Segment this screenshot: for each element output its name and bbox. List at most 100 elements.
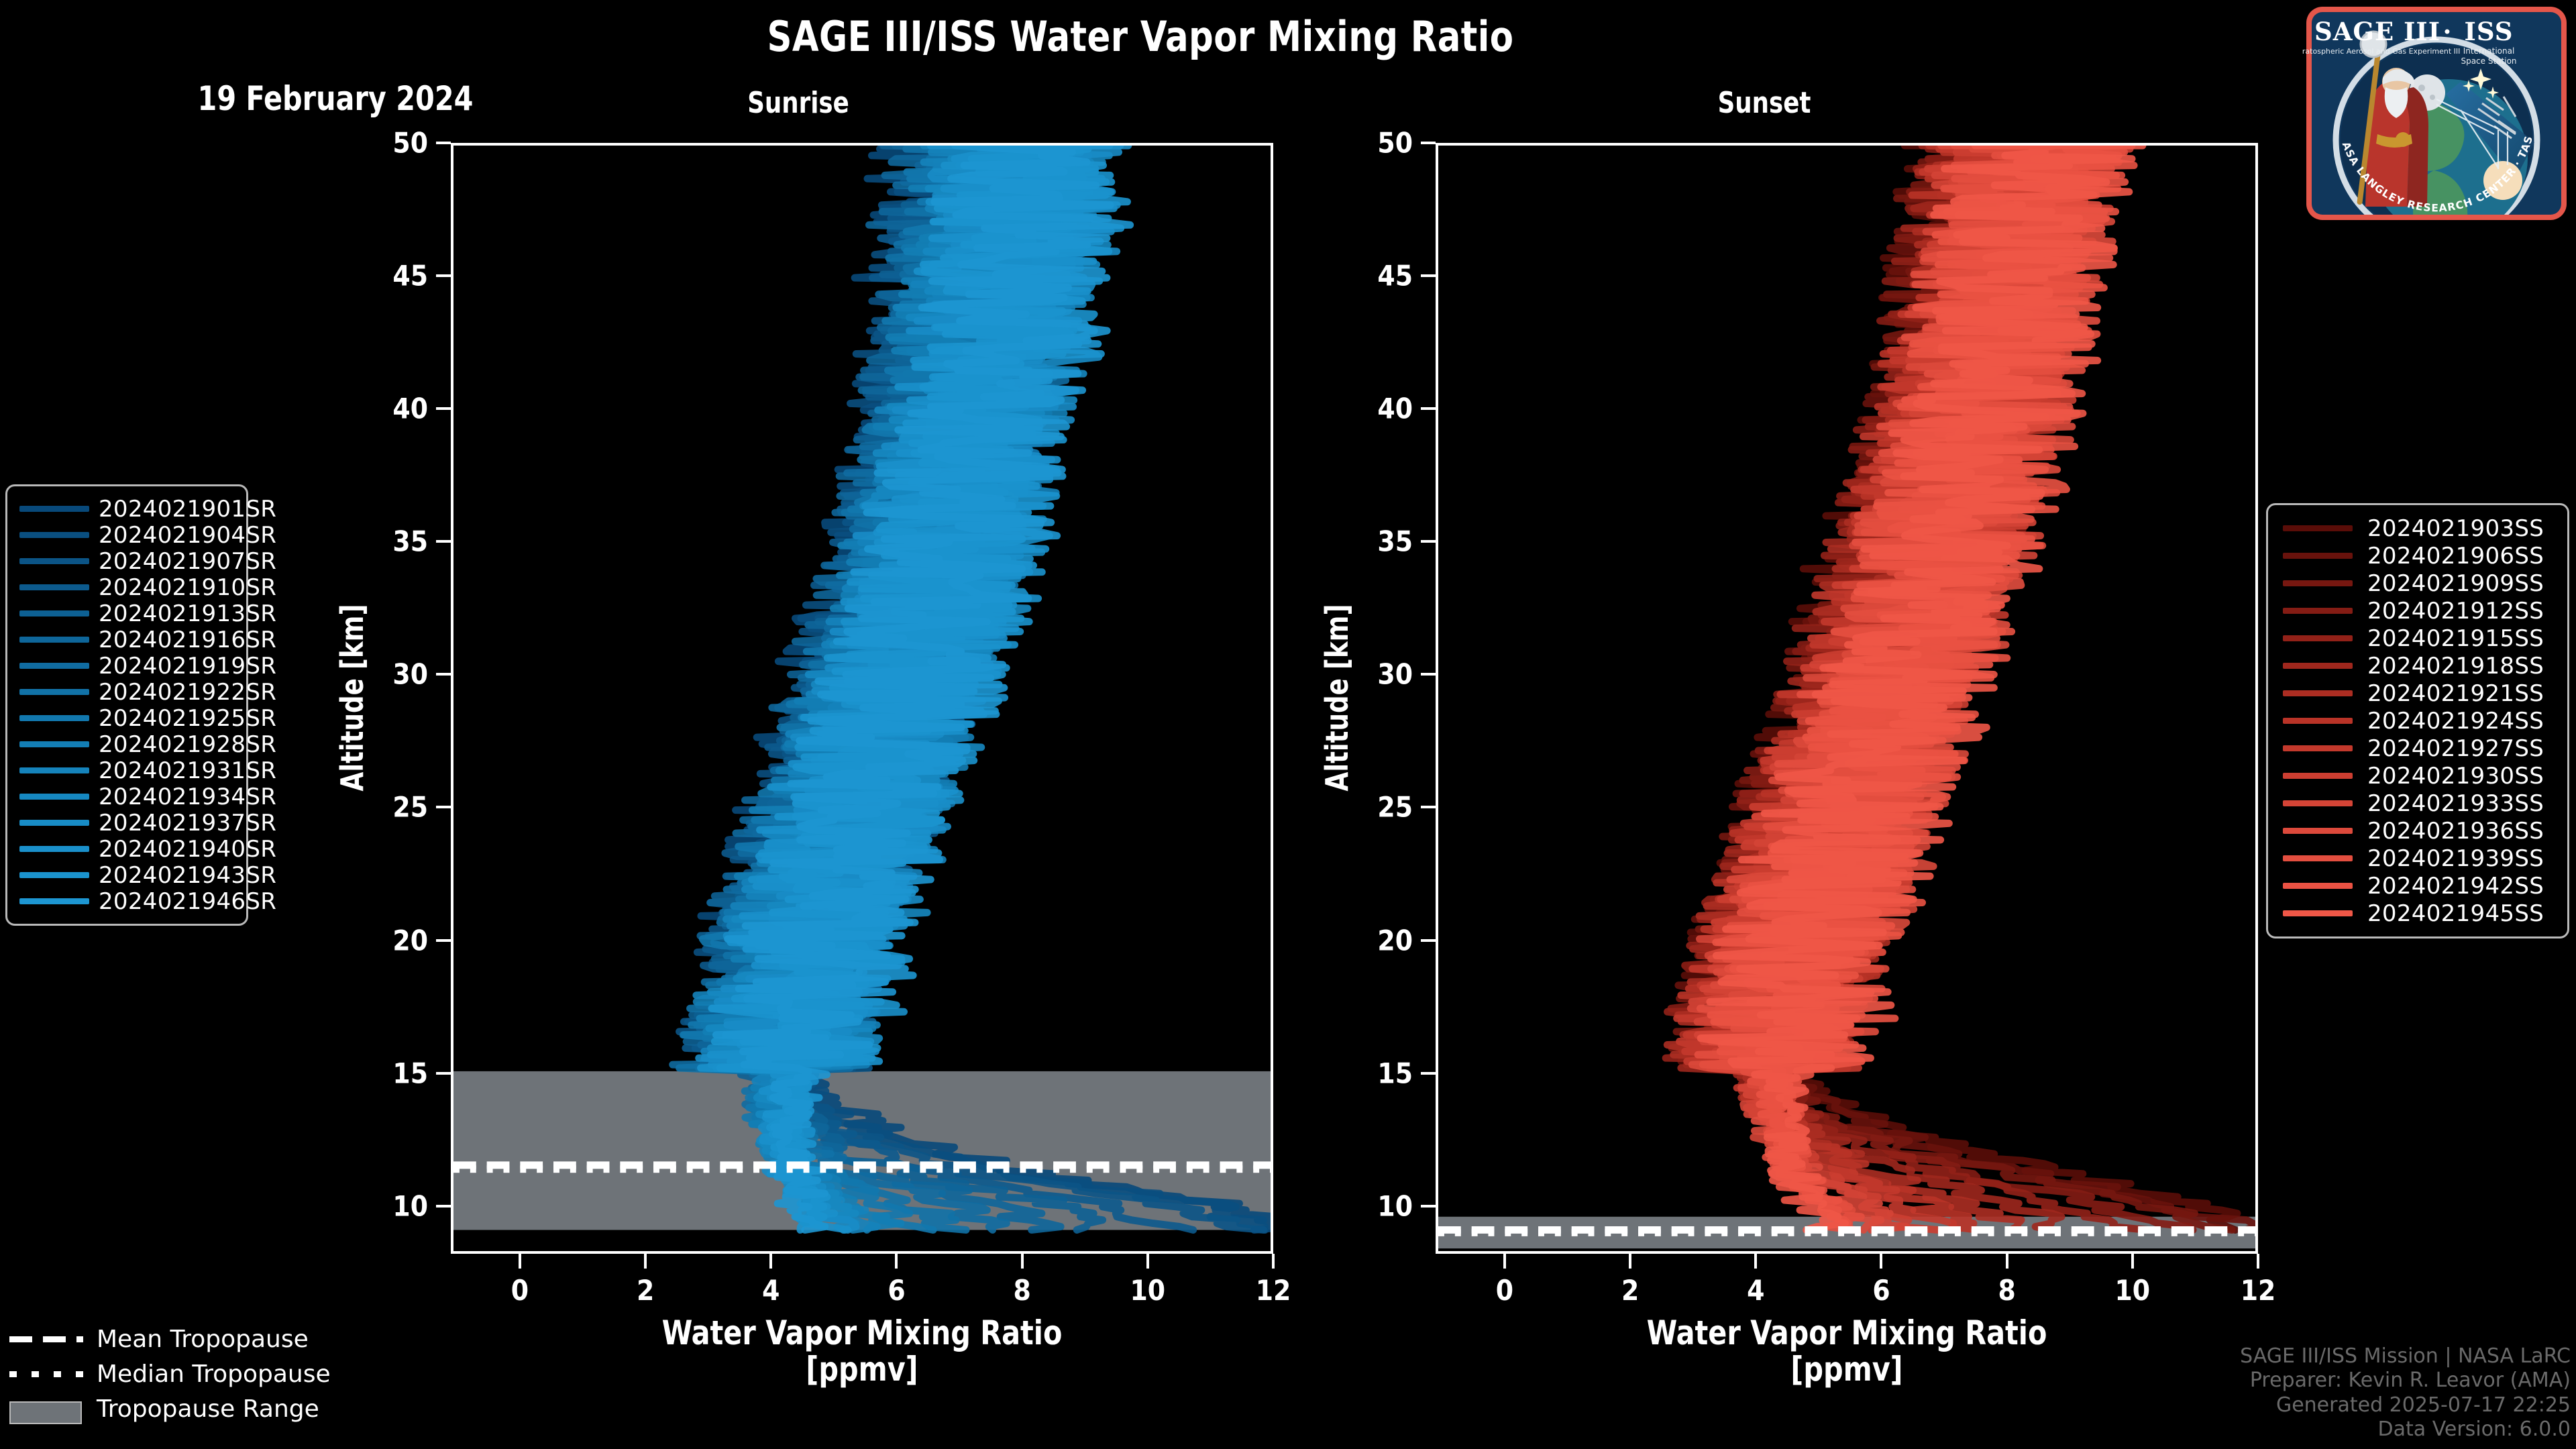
legend-item-sunset-6[interactable]: 2024021921SS bbox=[2280, 680, 2555, 707]
legend-item-sunset-5[interactable]: 2024021918SS bbox=[2280, 652, 2555, 680]
x-axis-tick bbox=[1629, 1254, 1632, 1269]
legend-item-sunset-8[interactable]: 2024021927SS bbox=[2280, 735, 2555, 762]
median-tropopause-label: Median Tropopause bbox=[97, 1360, 331, 1388]
legend-color-swatch bbox=[2283, 745, 2353, 751]
x-axis-tick-label: 4 bbox=[1747, 1274, 1765, 1307]
legend-item-sunrise-6[interactable]: 2024021919SR bbox=[19, 653, 276, 680]
legend-item-sunrise-8[interactable]: 2024021925SR bbox=[19, 705, 276, 732]
x-axis-tick bbox=[644, 1254, 647, 1269]
patch-title-main: SAGE III bbox=[2314, 17, 2440, 46]
legend-item-sunrise-1[interactable]: 2024021904SR bbox=[19, 522, 276, 549]
legend-item-label: 2024021940SR bbox=[99, 835, 277, 863]
credits-block: SAGE III/ISS Mission | NASA LaRC Prepare… bbox=[2240, 1344, 2571, 1442]
legend-item-sunrise-7[interactable]: 2024021922SR bbox=[19, 679, 276, 706]
sunset-axis: 10 15 20 25 30 35 40 45 50 0 2 4 6 8 10 12 bbox=[1377, 127, 2275, 1307]
tropopause-range-label: Tropopause Range bbox=[97, 1395, 319, 1423]
legend-item-sunrise-14[interactable]: 2024021943SR bbox=[19, 862, 276, 889]
sunrise-plot-area bbox=[451, 143, 1273, 1254]
patch-subtitle-right-2: Space Station bbox=[2461, 56, 2516, 66]
legend-item-sunrise-2[interactable]: 2024021907SR bbox=[19, 548, 276, 575]
x-axis-tick bbox=[2005, 1254, 2008, 1269]
y-axis-tick-label: 25 bbox=[392, 790, 428, 824]
legend-item-sunrise-13[interactable]: 2024021940SR bbox=[19, 836, 276, 863]
legend-item-sunset-14[interactable]: 2024021945SS bbox=[2280, 900, 2555, 927]
legend-item-sunset-3[interactable]: 2024021912SS bbox=[2280, 597, 2555, 625]
y-axis-tick-label: 30 bbox=[392, 657, 428, 691]
legend-item-label: 2024021915SS bbox=[2367, 625, 2544, 652]
legend-color-swatch bbox=[2283, 553, 2353, 559]
legend-item-sunset-1[interactable]: 2024021906SS bbox=[2280, 542, 2555, 570]
x-axis-tick bbox=[1272, 1254, 1275, 1269]
y-axis-tick bbox=[436, 806, 451, 809]
y-axis-tick-label: 25 bbox=[1377, 790, 1413, 824]
legend-item-label: 2024021928SR bbox=[99, 731, 277, 758]
legend-item-sunset-0[interactable]: 2024021903SS bbox=[2280, 515, 2555, 542]
legend-item-label: 2024021946SR bbox=[99, 888, 277, 915]
x-axis-tick-label: 10 bbox=[2114, 1274, 2151, 1307]
legend-item-label: 2024021922SR bbox=[99, 678, 277, 706]
x-axis-tick bbox=[1146, 1254, 1149, 1269]
legend-color-swatch bbox=[2283, 828, 2353, 834]
legend-item-sunset-9[interactable]: 2024021930SS bbox=[2280, 762, 2555, 790]
legend-color-swatch bbox=[2283, 635, 2353, 641]
sunrise-event-legend[interactable]: 2024021901SR 2024021904SR 2024021907SR 2024… bbox=[5, 484, 276, 926]
legend-item-sunrise-4[interactable]: 2024021913SR bbox=[19, 600, 276, 627]
y-axis-tick-label: 50 bbox=[1377, 126, 1413, 160]
legend-item-sunset-11[interactable]: 2024021936SS bbox=[2280, 817, 2555, 845]
x-axis-tick-label: 6 bbox=[888, 1274, 906, 1307]
legend-item-sunset-12[interactable]: 2024021939SS bbox=[2280, 845, 2555, 872]
legend-item-sunset-13[interactable]: 2024021942SS bbox=[2280, 872, 2555, 900]
sunrise-axis: 10 15 20 25 30 35 40 45 50 0 2 4 6 8 10 12 bbox=[392, 127, 1291, 1307]
patch-subtitle-left: Stratospheric Aerosol and Gas Experiment… bbox=[2302, 47, 2460, 56]
legend-item-sunset-2[interactable]: 2024021909SS bbox=[2280, 570, 2555, 597]
x-axis-tick-label: 0 bbox=[511, 1274, 529, 1307]
legend-item-sunrise-0[interactable]: 2024021901SR bbox=[19, 496, 276, 523]
legend-color-swatch bbox=[19, 689, 89, 695]
sunset-event-legend[interactable]: 2024021903SS 2024021906SS 2024021909SS 2024… bbox=[2266, 503, 2569, 938]
legend-item-sunrise-10[interactable]: 2024021931SR bbox=[19, 757, 276, 784]
legend-item-sunset-4[interactable]: 2024021915SS bbox=[2280, 625, 2555, 652]
legend-color-swatch bbox=[19, 558, 89, 564]
legend-color-swatch bbox=[2283, 800, 2353, 806]
x-axis-tick-label: 8 bbox=[1013, 1274, 1031, 1307]
y-axis-tick bbox=[436, 274, 451, 278]
tropopause-legend: Mean Tropopause Median Tropopause Tropop… bbox=[9, 1322, 358, 1426]
y-axis-label-left: Altitude [km] bbox=[333, 604, 370, 792]
x-axis-tick-label: 6 bbox=[1872, 1274, 1890, 1307]
y-axis-tick bbox=[1421, 274, 1436, 278]
y-axis-tick-label: 35 bbox=[392, 525, 428, 558]
legend-item-sunrise-9[interactable]: 2024021928SR bbox=[19, 731, 276, 758]
legend-item-sunrise-3[interactable]: 2024021910SR bbox=[19, 574, 276, 601]
star-icon bbox=[2487, 87, 2499, 99]
legend-item-label: 2024021904SR bbox=[99, 521, 277, 549]
legend-item-sunset-7[interactable]: 2024021924SS bbox=[2280, 707, 2555, 735]
legend-item-label: 2024021919SR bbox=[99, 652, 277, 680]
legend-item-label: 2024021933SS bbox=[2367, 790, 2544, 817]
legend-item-label: 2024021909SS bbox=[2367, 570, 2544, 597]
y-axis-tick-label: 45 bbox=[392, 259, 428, 292]
x-axis-tick bbox=[1880, 1254, 1883, 1269]
legend-item-label: 2024021918SS bbox=[2367, 652, 2544, 680]
filled-band-icon bbox=[9, 1400, 83, 1424]
legend-color-swatch bbox=[19, 846, 89, 852]
legend-item-sunrise-5[interactable]: 2024021916SR bbox=[19, 627, 276, 653]
x-axis-tick-label: 2 bbox=[636, 1274, 655, 1307]
legend-item-sunset-10[interactable]: 2024021933SS bbox=[2280, 790, 2555, 817]
legend-item-label: 2024021942SS bbox=[2367, 872, 2544, 900]
legend-item-sunrise-15[interactable]: 2024021946SR bbox=[19, 888, 276, 915]
star-icon bbox=[2463, 80, 2475, 92]
y-axis-tick-label: 20 bbox=[392, 924, 428, 957]
profile-line bbox=[712, 146, 1134, 1234]
x-axis-tick bbox=[1754, 1254, 1758, 1269]
x-axis-tick bbox=[1020, 1254, 1024, 1269]
y-axis-tick-label: 30 bbox=[1377, 657, 1413, 691]
patch-ring bbox=[2332, 36, 2540, 215]
legend-item-label: 2024021945SS bbox=[2367, 900, 2544, 927]
y-axis-tick bbox=[1421, 1071, 1436, 1075]
legend-item-label: 2024021910SR bbox=[99, 574, 277, 601]
legend-item-sunrise-11[interactable]: 2024021934SR bbox=[19, 784, 276, 810]
legend-item-sunrise-12[interactable]: 2024021937SR bbox=[19, 810, 276, 837]
y-axis-tick bbox=[436, 407, 451, 411]
legend-color-swatch bbox=[2283, 663, 2353, 669]
sunset-plot-area bbox=[1436, 143, 2258, 1254]
